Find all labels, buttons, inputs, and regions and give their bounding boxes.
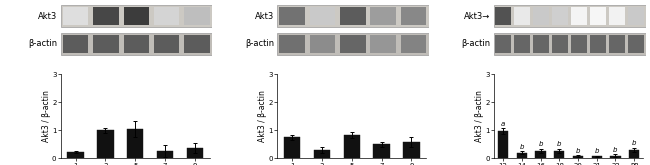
Bar xyxy=(494,33,645,55)
Bar xyxy=(628,7,644,25)
Text: b: b xyxy=(594,148,599,154)
Bar xyxy=(63,7,88,25)
Bar xyxy=(400,35,426,53)
Text: b: b xyxy=(632,140,636,146)
Bar xyxy=(495,7,511,25)
Bar xyxy=(373,144,390,158)
Bar xyxy=(609,7,625,25)
Text: Akt3→: Akt3→ xyxy=(464,12,491,21)
Text: a: a xyxy=(501,121,505,127)
Bar xyxy=(68,152,84,158)
Bar xyxy=(403,142,420,158)
Bar xyxy=(187,148,203,158)
Bar xyxy=(573,156,583,158)
Bar xyxy=(552,7,568,25)
Bar xyxy=(340,7,365,25)
Text: b: b xyxy=(519,144,524,150)
Bar xyxy=(495,35,511,53)
Bar xyxy=(280,35,305,53)
Bar xyxy=(592,156,602,158)
Bar xyxy=(124,35,149,53)
Bar xyxy=(370,35,396,53)
Text: β-actin: β-actin xyxy=(29,39,58,48)
Bar xyxy=(124,7,149,25)
Bar xyxy=(400,7,426,25)
Bar xyxy=(98,130,114,158)
Bar xyxy=(284,137,300,158)
Bar xyxy=(571,35,587,53)
Y-axis label: Akt3 / β-actin: Akt3 / β-actin xyxy=(474,90,484,142)
Bar xyxy=(514,7,530,25)
Bar xyxy=(494,5,645,27)
Bar xyxy=(280,7,305,25)
Bar xyxy=(310,35,335,53)
Bar xyxy=(184,35,210,53)
Y-axis label: Akt3 / β-actin: Akt3 / β-actin xyxy=(42,90,51,142)
Text: β-actin: β-actin xyxy=(245,39,274,48)
Bar xyxy=(610,156,621,158)
Text: Akt3: Akt3 xyxy=(255,12,274,21)
Bar xyxy=(498,131,508,158)
Bar xyxy=(184,7,210,25)
Bar xyxy=(514,35,530,53)
Text: b: b xyxy=(576,148,580,154)
Bar xyxy=(536,150,545,158)
Bar xyxy=(629,150,639,158)
Bar xyxy=(60,5,212,27)
Bar xyxy=(590,7,606,25)
Bar xyxy=(590,35,606,53)
Bar xyxy=(343,135,360,158)
Bar xyxy=(554,150,564,158)
Bar xyxy=(609,35,625,53)
Bar xyxy=(533,7,549,25)
Bar xyxy=(533,35,549,53)
Y-axis label: Akt3 / β-actin: Akt3 / β-actin xyxy=(258,90,267,142)
Bar xyxy=(60,33,212,55)
Text: β-actin: β-actin xyxy=(462,39,491,48)
Bar xyxy=(157,151,174,158)
Bar xyxy=(314,150,330,158)
Bar xyxy=(94,35,119,53)
Bar xyxy=(552,35,568,53)
Bar xyxy=(94,7,119,25)
Bar xyxy=(63,35,88,53)
Bar xyxy=(154,35,179,53)
Bar xyxy=(517,153,527,158)
Text: Akt3: Akt3 xyxy=(38,12,58,21)
Bar xyxy=(277,5,428,27)
Bar xyxy=(277,33,428,55)
Bar xyxy=(154,7,179,25)
Bar xyxy=(340,35,365,53)
Text: b: b xyxy=(613,147,617,153)
Bar xyxy=(571,7,587,25)
Text: b: b xyxy=(557,141,562,147)
Text: b: b xyxy=(538,141,543,147)
Bar xyxy=(628,35,644,53)
Bar xyxy=(127,129,144,158)
Bar xyxy=(310,7,335,25)
Bar xyxy=(370,7,396,25)
